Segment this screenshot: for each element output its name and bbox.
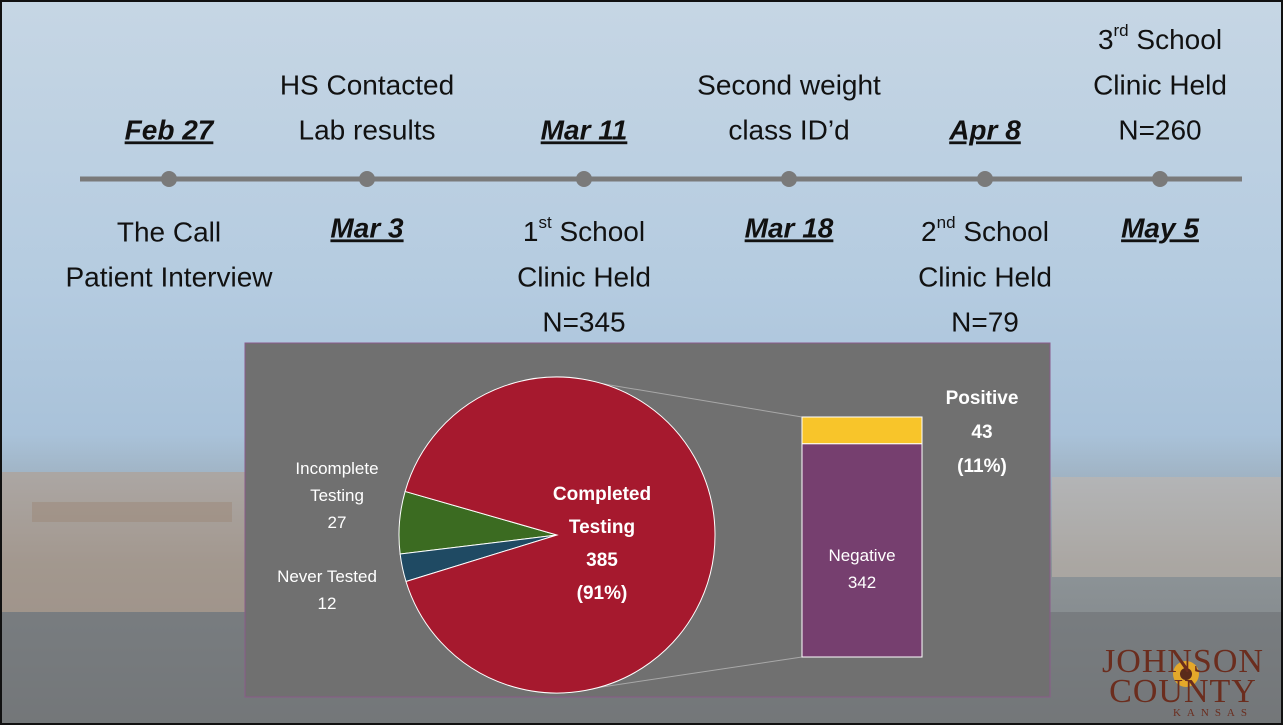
value: 43: [922, 416, 1042, 450]
event-text: Clinic Held: [1093, 69, 1227, 100]
logo-text: COUNTY: [1088, 677, 1278, 707]
event-date: Mar 18: [745, 212, 834, 243]
event-text: Patient Interview: [66, 261, 274, 292]
category: Negative: [802, 542, 922, 569]
value: 342: [802, 569, 922, 596]
event-text: N=79: [951, 306, 1019, 337]
event-text: N=260: [1118, 114, 1201, 145]
category: Completed Testing: [537, 478, 667, 544]
event-text: School: [956, 216, 1049, 247]
value: 27: [272, 509, 402, 536]
label: Incomplete Testing 27: [272, 455, 402, 536]
event-text: School: [552, 216, 645, 247]
timeline-dot: [781, 171, 797, 187]
event-date: May 5: [1121, 212, 1199, 243]
ordinal-suffix: nd: [937, 213, 956, 232]
label: Negative 342: [802, 542, 922, 596]
ordinal-suffix: st: [538, 213, 552, 232]
event-date: Mar 11: [541, 114, 628, 145]
timeline-dot: [359, 171, 375, 187]
event-text: 2nd School: [921, 213, 1049, 247]
event-text: Lab results: [299, 114, 436, 145]
logo: JOHNSON COUNTY KANSAS: [1088, 647, 1278, 719]
slide: Feb 27 The Call Patient Interview Mar 3 HS C…: [0, 0, 1283, 725]
timeline-dot: [977, 171, 993, 187]
value: 385: [537, 544, 667, 577]
timeline-dot: [1152, 171, 1168, 187]
ordinal: 2: [921, 216, 937, 247]
ordinal: 3: [1098, 24, 1114, 55]
percent: (11%): [922, 450, 1042, 484]
event-text: Second weight: [697, 69, 881, 100]
bar-segment: [802, 417, 922, 444]
timeline-chart: Feb 27 The Call Patient Interview Mar 3 HS C…: [2, 2, 1283, 725]
ordinal: 1: [523, 216, 539, 247]
category: Incomplete Testing: [272, 455, 402, 509]
category: Positive: [922, 382, 1042, 416]
event-text: Clinic Held: [918, 261, 1052, 292]
event-date: Feb 27: [125, 114, 215, 145]
event-text: 3rd School: [1098, 21, 1222, 55]
event-text: 1st School: [523, 213, 645, 247]
label: Completed Testing 385 (91%): [537, 478, 667, 610]
label: Positive 43 (11%): [922, 382, 1042, 484]
event-date: Apr 8: [948, 114, 1021, 145]
timeline-dot: [161, 171, 177, 187]
timeline-dot: [576, 171, 592, 187]
event-text: The Call: [117, 216, 221, 247]
label: Never Tested 12: [252, 563, 402, 617]
ordinal-suffix: rd: [1114, 21, 1129, 40]
event-text: Clinic Held: [517, 261, 651, 292]
event-text: class ID’d: [728, 114, 849, 145]
event-date: Mar 3: [330, 212, 404, 243]
event-text: School: [1129, 24, 1222, 55]
event-text: N=345: [542, 306, 625, 337]
event-text: HS Contacted: [280, 69, 454, 100]
percent: (91%): [537, 577, 667, 610]
value: 12: [252, 590, 402, 617]
category: Never Tested: [252, 563, 402, 590]
